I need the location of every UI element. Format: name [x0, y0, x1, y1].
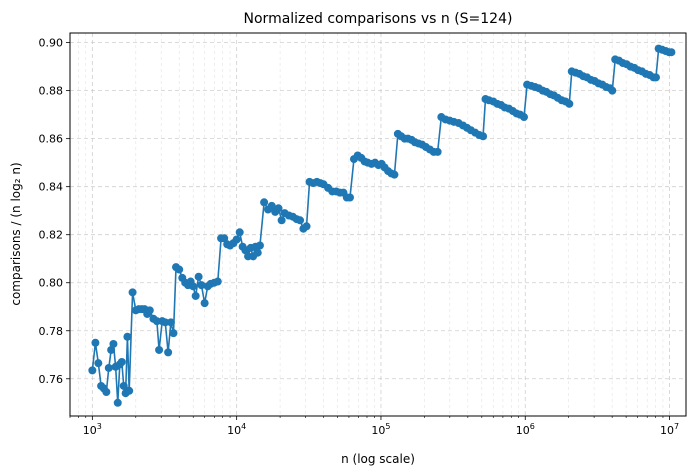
data-point [164, 348, 173, 357]
y-tick-label: 0.78 [39, 325, 64, 338]
data-point [220, 234, 229, 243]
data-point [390, 170, 399, 179]
x-tick-label: 107 [660, 422, 679, 437]
x-axis-ticks: 103 104 105 106 107 [69, 416, 679, 437]
data-point [433, 147, 442, 156]
x-tick-label: 105 [371, 422, 390, 437]
data-point [175, 265, 184, 274]
y-axis-ticks: 0.76 0.78 0.80 0.82 0.84 0.86 0.88 0.90 [39, 37, 70, 386]
data-point [519, 113, 528, 122]
data-point [113, 398, 122, 407]
data-point [608, 86, 617, 95]
x-axis-label: n (log scale) [341, 452, 415, 466]
data-point [267, 201, 276, 210]
data-point [109, 339, 118, 348]
data-point [155, 345, 164, 354]
data-point [119, 381, 128, 390]
y-tick-label: 0.88 [39, 85, 64, 98]
data-point [166, 318, 175, 327]
data-point [200, 299, 209, 308]
data-point [302, 222, 311, 231]
data-point [253, 248, 262, 257]
data-point [123, 332, 132, 341]
data-point [235, 228, 244, 237]
data-point [189, 282, 198, 291]
major-gridlines [70, 33, 686, 416]
data-point [128, 288, 137, 297]
data-point [213, 277, 222, 286]
data-point [125, 386, 134, 395]
data-point [274, 204, 283, 213]
data-point [117, 357, 126, 366]
y-tick-label: 0.80 [39, 277, 64, 290]
y-axis-label: comparisons / (n log₂ n) [9, 162, 23, 305]
data-point [197, 281, 206, 290]
data-point [102, 387, 111, 396]
data-point [296, 216, 305, 225]
data-point [667, 48, 676, 57]
data-point [88, 366, 97, 375]
data-point [145, 306, 154, 315]
data-point [651, 73, 660, 82]
data-point [91, 338, 100, 347]
data-point [161, 318, 170, 327]
y-tick-label: 0.82 [39, 229, 64, 242]
data-point [104, 363, 113, 372]
data-point [479, 132, 488, 141]
data-point [565, 99, 574, 108]
chart-title: Normalized comparisons vs n (S=124) [244, 11, 513, 27]
y-tick-label: 0.84 [39, 181, 64, 194]
data-point [232, 235, 241, 244]
x-tick-label: 103 [83, 422, 102, 437]
data-point [169, 329, 178, 338]
y-tick-label: 0.76 [39, 373, 64, 386]
data-point [107, 345, 116, 354]
data-point [345, 193, 354, 202]
y-tick-label: 0.86 [39, 133, 64, 146]
data-point [94, 359, 103, 368]
data-series [88, 44, 676, 407]
x-tick-label: 106 [516, 422, 535, 437]
data-point [260, 198, 269, 207]
y-tick-label: 0.90 [39, 37, 64, 50]
data-point [277, 216, 286, 225]
x-tick-label: 104 [227, 422, 246, 437]
data-point [255, 241, 264, 250]
data-point [194, 272, 203, 281]
plot-frame [69, 32, 687, 417]
data-point [191, 291, 200, 300]
